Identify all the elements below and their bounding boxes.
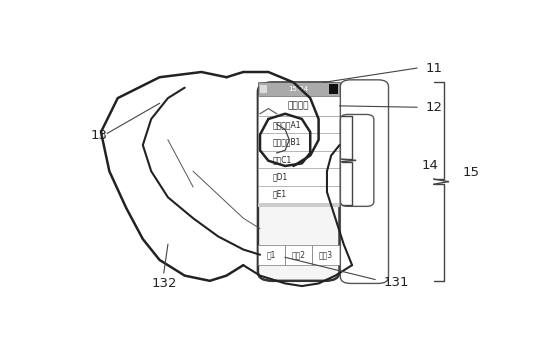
Text: 通话记录A1: 通话记录A1 [273,120,301,129]
Text: 全部通话: 全部通话 [288,101,309,111]
Bar [258,203,340,207]
Bar [258,96,340,116]
Text: 12: 12 [426,101,442,114]
Text: 功能3: 功能3 [319,251,333,260]
Text: 13: 13 [91,129,107,142]
Bar [258,133,340,151]
Bar [312,245,340,265]
Bar [258,168,340,186]
Bar [285,245,312,265]
Bar [258,82,340,96]
Text: 录D1: 录D1 [273,172,288,181]
Text: 131: 131 [383,276,409,288]
Text: 功1: 功1 [267,251,276,260]
Bar [258,116,340,133]
Text: 功能2: 功能2 [292,251,306,260]
FancyBboxPatch shape [258,82,340,281]
Bar [258,151,340,168]
Text: 14: 14 [421,159,438,173]
Text: 15: 15 [463,166,480,179]
Bar [260,85,267,93]
Bar [258,245,285,265]
Text: 132: 132 [151,277,177,290]
Bar [258,186,340,203]
Text: 11: 11 [426,62,442,75]
Text: 通话记录B1: 通话记录B1 [273,137,301,146]
Text: 录E1: 录E1 [273,190,287,199]
Text: 记录C1: 记录C1 [273,155,292,164]
Bar [329,84,338,94]
Text: 15:34: 15:34 [289,86,309,92]
